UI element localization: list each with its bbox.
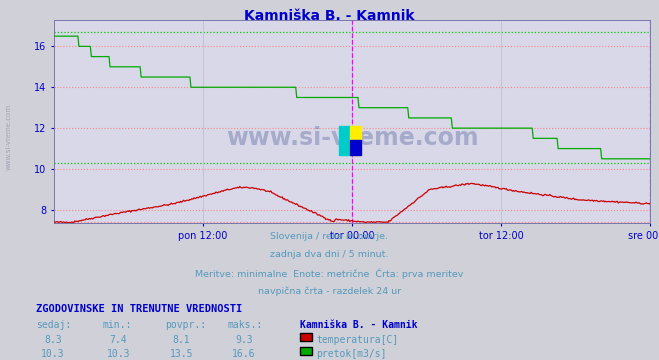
Text: temperatura[C]: temperatura[C] xyxy=(316,335,399,345)
Text: min.:: min.: xyxy=(102,320,132,330)
Text: zadnja dva dni / 5 minut.: zadnja dva dni / 5 minut. xyxy=(270,250,389,259)
Text: Kamniška B. - Kamnik: Kamniška B. - Kamnik xyxy=(300,320,417,330)
Bar xyxy=(350,140,361,155)
Text: www.si-vreme.com: www.si-vreme.com xyxy=(226,126,478,150)
Text: www.si-vreme.com: www.si-vreme.com xyxy=(5,104,11,170)
Text: 13.5: 13.5 xyxy=(169,349,193,359)
Text: sedaj:: sedaj: xyxy=(36,320,71,330)
Text: pretok[m3/s]: pretok[m3/s] xyxy=(316,349,387,359)
Text: povpr.:: povpr.: xyxy=(165,320,206,330)
Text: 10.3: 10.3 xyxy=(41,349,65,359)
Bar xyxy=(339,126,350,155)
Text: 8.1: 8.1 xyxy=(173,335,190,345)
Text: Meritve: minimalne  Enote: metrične  Črta: prva meritev: Meritve: minimalne Enote: metrične Črta:… xyxy=(195,268,464,279)
Text: 7.4: 7.4 xyxy=(110,335,127,345)
Text: maks.:: maks.: xyxy=(227,320,262,330)
Text: 10.3: 10.3 xyxy=(107,349,130,359)
Text: Slovenija / reke in morje.: Slovenija / reke in morje. xyxy=(270,232,389,241)
Text: ZGODOVINSKE IN TRENUTNE VREDNOSTI: ZGODOVINSKE IN TRENUTNE VREDNOSTI xyxy=(36,304,243,314)
Text: 16.6: 16.6 xyxy=(232,349,256,359)
Bar xyxy=(350,126,361,155)
Text: 9.3: 9.3 xyxy=(235,335,252,345)
Text: Kamniška B. - Kamnik: Kamniška B. - Kamnik xyxy=(244,9,415,23)
Text: 8.3: 8.3 xyxy=(44,335,61,345)
Text: navpična črta - razdelek 24 ur: navpična črta - razdelek 24 ur xyxy=(258,286,401,296)
